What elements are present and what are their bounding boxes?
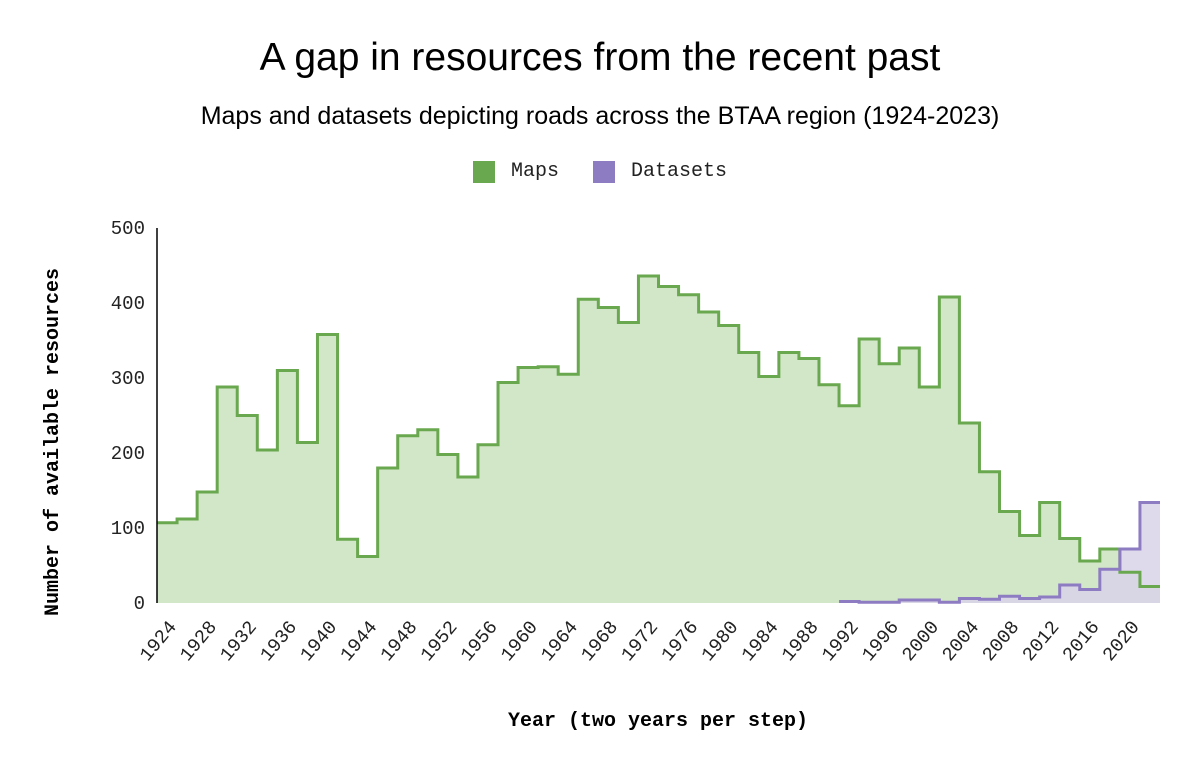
x-tick-label: 2016 [1058, 617, 1104, 666]
x-tick-label: 1992 [817, 617, 863, 666]
y-tick-label: 0 [134, 593, 145, 615]
x-tick-label: 1976 [657, 617, 703, 666]
x-tick-label: 1956 [456, 617, 502, 666]
y-tick-label: 200 [111, 443, 145, 465]
x-tick-label: 1964 [537, 617, 583, 666]
x-tick-label: 1968 [577, 617, 623, 666]
x-tick-label: 1924 [135, 617, 181, 666]
line-maps[interactable] [157, 274, 1160, 588]
legend-swatch-datasets [593, 160, 615, 183]
x-tick-label: 2004 [938, 617, 984, 666]
chart-legend: Maps Datasets [0, 160, 1200, 183]
x-tick-label: 1980 [697, 617, 743, 666]
x-tick-label: 1996 [858, 617, 904, 666]
series-lines [157, 274, 1160, 604]
x-tick-label: 1988 [777, 617, 823, 666]
x-tick-label: 1944 [336, 617, 382, 666]
legend-swatch-maps [472, 160, 495, 183]
area-datasets [839, 502, 1160, 603]
legend-label-maps: Maps [510, 160, 559, 183]
chart-subtitle: Maps and datasets depicting roads across… [200, 102, 1000, 130]
legend-item-datasets[interactable]: Datasets [593, 160, 727, 183]
chart-title: A gap in resources from the recent past [259, 36, 941, 79]
legend-item-maps[interactable]: Maps [472, 160, 559, 183]
series-areas [157, 276, 1160, 603]
x-tick-label: 1960 [497, 617, 543, 666]
x-tick-label: 1952 [416, 617, 462, 666]
x-tick-label: 1948 [376, 617, 422, 666]
y-tick-label: 100 [111, 518, 145, 540]
x-tick-label: 1932 [216, 617, 262, 666]
x-tick-label: 1940 [296, 617, 342, 666]
line-datasets[interactable] [839, 501, 1160, 604]
y-tick-label: 500 [111, 218, 145, 240]
x-tick-label: 2020 [1098, 617, 1144, 666]
x-tick-label: 2012 [1018, 617, 1064, 666]
y-tick-label: 400 [111, 293, 145, 315]
area-maps [157, 276, 1160, 603]
x-tick-label: 1984 [737, 617, 783, 666]
x-tick-label: 1972 [617, 617, 663, 666]
x-tick-label: 1928 [176, 617, 222, 666]
x-axis-title: Year (two years per step) [508, 710, 808, 733]
x-tick-label: 1936 [256, 617, 302, 666]
x-tick-label: 2008 [978, 617, 1024, 666]
y-axis-title: Number of available resources [42, 268, 65, 616]
y-tick-label: 300 [111, 368, 145, 390]
x-tick-label: 2000 [898, 617, 944, 666]
legend-label-datasets: Datasets [631, 160, 728, 183]
